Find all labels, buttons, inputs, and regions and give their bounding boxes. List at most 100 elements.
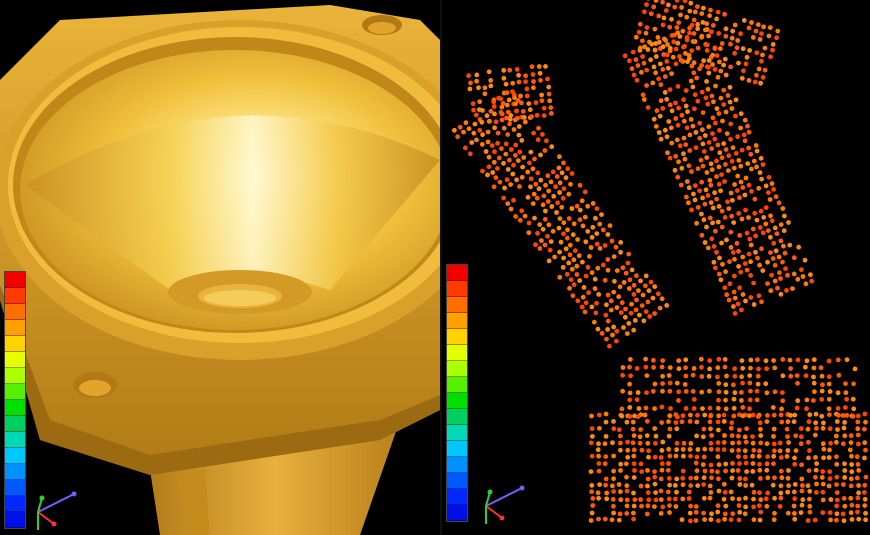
point-cloud-point	[658, 476, 664, 482]
point-cloud-point	[746, 215, 751, 220]
point-cloud-point	[533, 242, 538, 248]
point-cloud-point	[561, 220, 567, 226]
point-cloud-point	[811, 374, 816, 380]
point-cloud-point	[736, 440, 742, 446]
point-cloud-point	[693, 518, 699, 523]
point-cloud-point	[778, 455, 784, 460]
point-cloud-point	[665, 467, 671, 473]
point-cloud-point	[763, 496, 769, 502]
point-cloud-point	[705, 193, 711, 198]
point-cloud-point	[531, 79, 536, 84]
point-cloud-point	[493, 175, 499, 181]
point-cloud-point	[826, 358, 832, 364]
legend-swatch	[447, 345, 467, 361]
point-cloud-point	[568, 181, 573, 187]
point-cloud-point	[699, 211, 704, 217]
point-cloud-point	[623, 270, 629, 276]
point-cloud-point	[743, 476, 748, 482]
point-cloud-point	[715, 509, 721, 515]
point-cloud-point	[535, 137, 541, 143]
point-cloud-point	[732, 50, 737, 56]
point-cloud-point	[593, 310, 599, 316]
point-cloud-point	[536, 64, 542, 69]
point-cloud-point	[608, 298, 614, 304]
point-cloud-point	[708, 440, 714, 446]
point-cloud-point	[512, 95, 517, 101]
stem	[150, 420, 400, 535]
point-cloud-point	[813, 474, 818, 480]
point-cloud-point	[703, 187, 709, 193]
point-cloud-point	[753, 28, 759, 34]
point-cloud-point	[631, 453, 637, 459]
point-cloud-point	[645, 47, 651, 52]
point-cloud-point	[690, 84, 696, 90]
point-cloud-point	[662, 74, 668, 79]
point-cloud-point	[565, 227, 570, 233]
point-cloud-point	[732, 273, 737, 279]
point-cloud-point	[466, 126, 472, 132]
point-cloud-point	[634, 273, 639, 279]
point-cloud-point	[474, 72, 480, 78]
point-cloud-point	[663, 37, 668, 43]
point-cloud-point	[744, 426, 749, 432]
point-cloud-point	[755, 414, 761, 419]
point-cloud-point	[688, 483, 694, 488]
point-cloud-point	[542, 242, 548, 248]
point-cloud-point	[666, 119, 672, 124]
point-cloud-point	[723, 147, 729, 152]
point-cloud-point	[679, 165, 685, 171]
point-cloud-point	[732, 295, 738, 301]
point-cloud-point	[795, 380, 800, 386]
point-cloud-point	[491, 104, 497, 109]
point-cloud-viewport[interactable]	[442, 0, 870, 535]
point-cloud-point	[757, 420, 763, 426]
point-cloud-point	[501, 195, 506, 201]
point-cloud-point	[698, 157, 704, 163]
point-cloud-point	[842, 468, 848, 473]
point-cloud-point	[620, 265, 626, 271]
point-cloud-point	[811, 380, 817, 386]
point-cloud-point	[575, 298, 581, 304]
point-cloud-point	[862, 496, 868, 502]
point-cloud-point	[565, 166, 571, 172]
point-cloud-point	[807, 503, 813, 509]
point-cloud-point	[747, 413, 752, 419]
point-cloud-point	[733, 97, 739, 103]
point-cloud-point	[826, 455, 832, 460]
point-cloud-point	[614, 338, 619, 344]
point-cloud-point	[848, 483, 854, 489]
point-cloud-point	[639, 69, 644, 75]
point-cloud-point	[760, 268, 766, 273]
point-cloud-point	[786, 483, 791, 489]
point-cloud-point	[519, 100, 524, 106]
point-cloud-point	[659, 448, 665, 453]
point-cloud-point	[677, 34, 683, 39]
point-cloud-point	[501, 68, 507, 73]
point-cloud-point	[674, 25, 680, 30]
point-cloud-point	[554, 174, 560, 179]
point-cloud-point	[692, 106, 697, 112]
point-cloud-point	[701, 5, 706, 11]
point-cloud-point	[721, 419, 727, 424]
point-cloud-point	[740, 254, 746, 260]
point-cloud-point	[792, 511, 797, 516]
point-cloud-point	[658, 82, 664, 88]
point-cloud-point	[549, 111, 554, 116]
point-cloud-point	[819, 397, 825, 402]
point-cloud-point	[746, 129, 752, 135]
point-cloud-point	[743, 298, 748, 304]
solid-model-viewport[interactable]	[0, 0, 440, 535]
point-cloud-point	[660, 67, 666, 72]
point-cloud-point	[651, 4, 657, 10]
point-cloud-point	[574, 272, 580, 277]
viewport-divider[interactable]	[440, 0, 442, 535]
point-cloud-point	[644, 25, 650, 30]
point-cloud-point	[690, 39, 696, 44]
point-cloud-point	[623, 461, 629, 467]
point-cloud-point	[546, 84, 552, 90]
point-cloud-point	[499, 117, 505, 123]
point-cloud-point	[747, 397, 753, 403]
point-cloud-point	[618, 240, 624, 245]
point-cloud-point	[851, 406, 857, 412]
point-cloud-point	[780, 357, 786, 362]
